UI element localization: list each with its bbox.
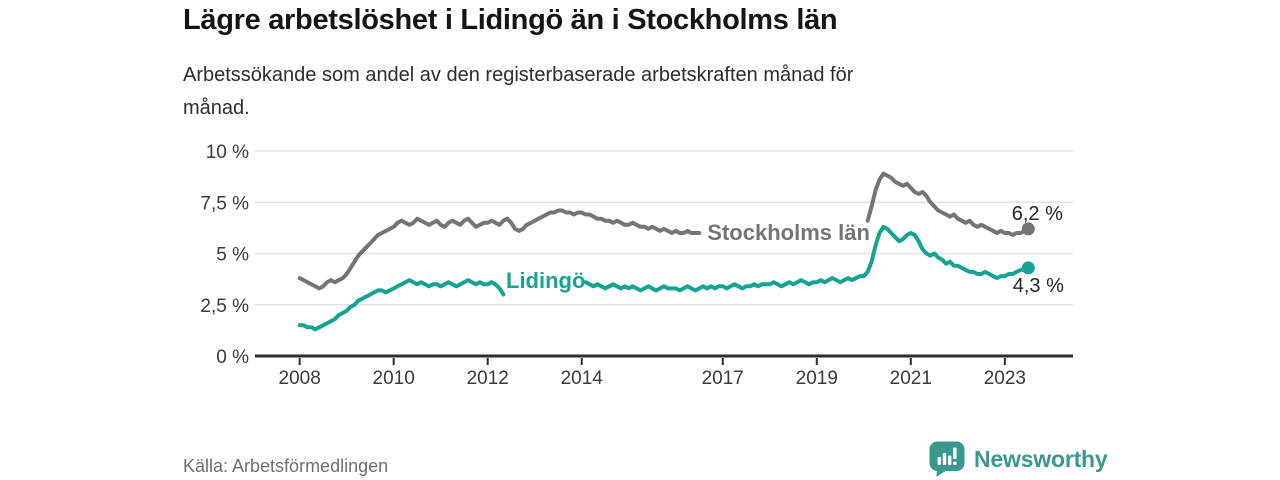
x-tick-label: 2019	[796, 368, 838, 389]
y-tick-label: 2,5 %	[200, 296, 249, 317]
x-tick-label: 2014	[561, 368, 604, 389]
x-tick-label: 2010	[373, 368, 415, 389]
y-tick-label: 10 %	[206, 142, 249, 163]
end-value-label-lidingo: 4,3 %	[1013, 275, 1064, 297]
series-line-stockholms-lan	[297, 171, 1031, 291]
series-line-lidingo	[297, 224, 1031, 332]
x-tick-label: 2017	[702, 368, 744, 389]
end-dot-lidingo	[1021, 261, 1035, 275]
series-label-stockholms-lan: Stockholms län	[707, 220, 870, 245]
x-tick-label: 2008	[279, 368, 321, 389]
chart-subtitle: Arbetssökande som andel av den registerb…	[183, 59, 853, 125]
end-dot-stockholms-lan	[1021, 222, 1035, 236]
y-tick-label: 5 %	[216, 245, 249, 266]
chart-subtitle-line-1: Arbetssökande som andel av den registerb…	[183, 64, 854, 86]
source-note: Källa: Arbetsförmedlingen	[183, 456, 389, 476]
series-label-lidingo: Lidingö	[506, 268, 585, 293]
x-tick-label: 2023	[984, 368, 1026, 389]
y-tick-label: 7,5 %	[200, 193, 249, 214]
x-tick-label: 2012	[467, 368, 509, 389]
chart-subtitle-line-2: månad.	[183, 97, 250, 119]
newsworthy-logo-text: Newsworthy	[974, 445, 1108, 472]
chart-title: Lägre arbetslöshet i Lidingö än i Stockh…	[183, 4, 838, 36]
end-value-label-stockholms-lan: 6,2 %	[1012, 203, 1063, 225]
y-tick-label: 0 %	[216, 347, 249, 368]
newsworthy-logo: Newsworthy	[929, 441, 1108, 477]
newsworthy-logo-icon	[929, 441, 965, 477]
x-tick-label: 2021	[890, 368, 932, 389]
